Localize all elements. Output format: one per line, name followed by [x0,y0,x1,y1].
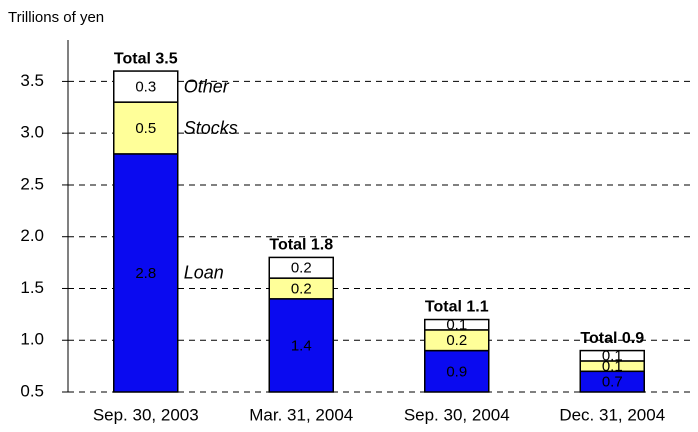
value-label: 2.8 [135,265,156,282]
y-axis-label: Trillions of yen [8,9,104,26]
x-tick-label: Dec. 31, 2004 [559,405,665,424]
y-tick-label: 1.0 [20,330,44,349]
total-label: Total 1.1 [425,299,489,316]
value-label: 0.5 [135,120,156,137]
series-label: Loan [184,263,224,283]
value-label: 0.2 [446,332,467,349]
total-label: Total 1.8 [269,237,333,254]
y-tick-label: 3.0 [20,123,44,142]
x-tick-label: Sep. 30, 2004 [404,405,510,424]
value-label: 0.3 [135,79,156,96]
bar-segment [424,349,490,393]
series-label: Stocks [184,118,238,138]
value-label: 0.1 [602,358,623,375]
value-label: 0.2 [291,280,312,297]
bar-segment [579,349,645,362]
total-label: Total 3.5 [114,50,178,67]
value-label: 0.1 [446,317,467,334]
y-tick-label: 2.0 [20,226,44,245]
value-label: 0.7 [602,374,623,391]
total-label: Total 0.9 [580,330,644,347]
value-label: 0.1 [602,348,623,365]
bar-segment [113,70,179,103]
series-label: Other [184,76,230,96]
bar-segment [268,256,334,279]
y-tick-label: 3.5 [20,71,44,90]
y-tick-label: 2.5 [20,174,44,193]
x-tick-label: Mar. 31, 2004 [249,405,353,424]
bar-segment [113,153,179,393]
y-tick-label: 1.5 [20,278,44,297]
value-label: 0.2 [291,260,312,277]
value-label: 1.4 [291,337,312,354]
y-tick-label: 0.5 [20,381,44,400]
value-label: 0.9 [446,363,467,380]
bar-segment [424,318,490,331]
x-tick-label: Sep. 30, 2003 [93,405,199,424]
bar-segment [268,298,334,393]
